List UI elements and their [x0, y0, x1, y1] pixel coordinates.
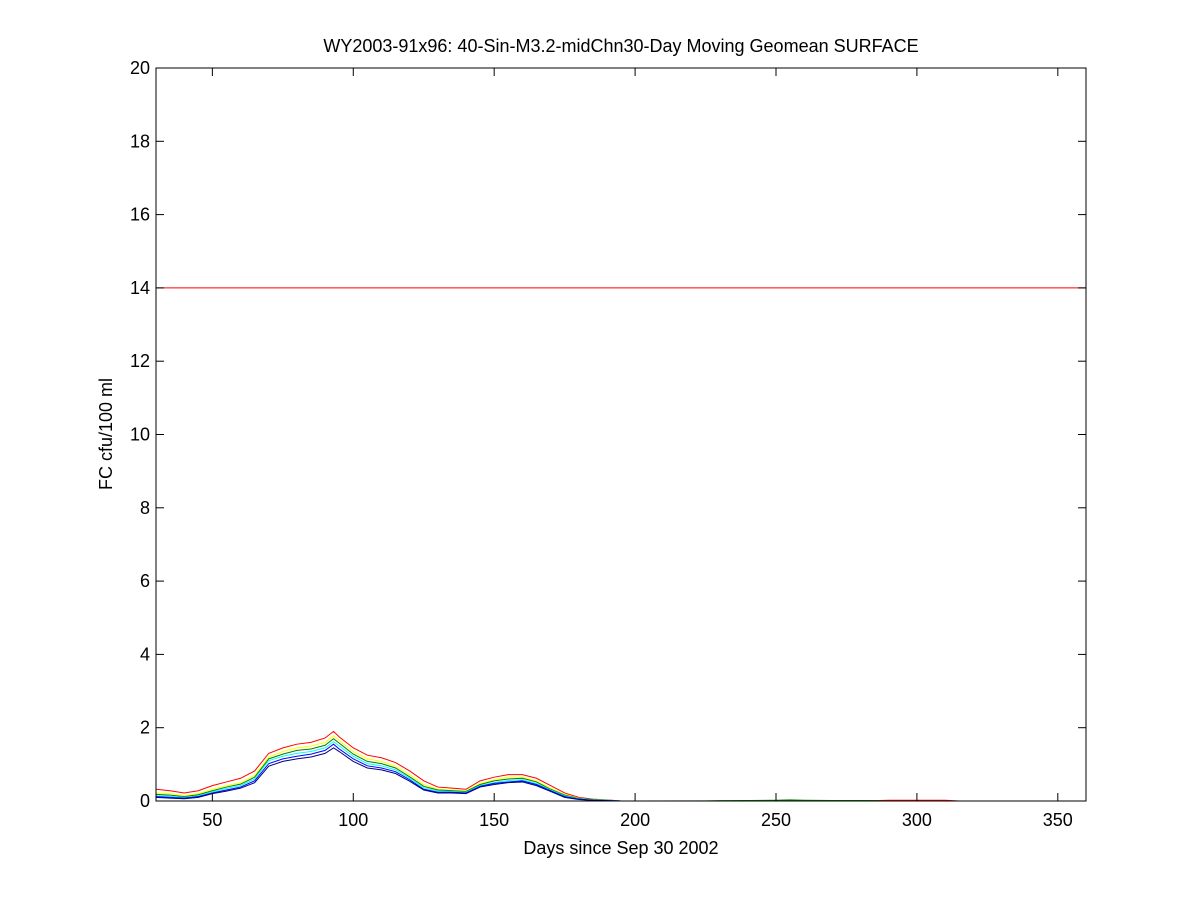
- x-tick-label: 200: [620, 810, 650, 830]
- y-tick-label: 6: [140, 571, 150, 591]
- y-tick-label: 0: [140, 791, 150, 811]
- x-tick-label: 350: [1043, 810, 1073, 830]
- y-tick-label: 18: [130, 131, 150, 151]
- y-tick-label: 4: [140, 644, 150, 664]
- y-tick-label: 2: [140, 718, 150, 738]
- y-axis-ticks: 0 2 4 6 8 10 12 14 16 18 20: [130, 58, 1086, 811]
- y-axis-label: FC cfu/100 ml: [96, 378, 116, 490]
- y-tick-label: 8: [140, 498, 150, 518]
- x-tick-label: 300: [902, 810, 932, 830]
- y-tick-label: 10: [130, 425, 150, 445]
- x-tick-label: 50: [202, 810, 222, 830]
- y-tick-label: 12: [130, 351, 150, 371]
- x-tick-label: 150: [479, 810, 509, 830]
- chart-title: WY2003-91x96: 40-Sin-M3.2-midChn30-Day M…: [323, 36, 918, 56]
- x-tick-label: 250: [761, 810, 791, 830]
- x-tick-label: 100: [338, 810, 368, 830]
- y-tick-label: 14: [130, 278, 150, 298]
- x-axis-label: Days since Sep 30 2002: [523, 838, 718, 858]
- y-tick-label: 20: [130, 58, 150, 78]
- plot-area: [156, 68, 1086, 801]
- x-axis-ticks: 50 100 150 200 250 300 350: [202, 68, 1073, 830]
- y-tick-label: 16: [130, 205, 150, 225]
